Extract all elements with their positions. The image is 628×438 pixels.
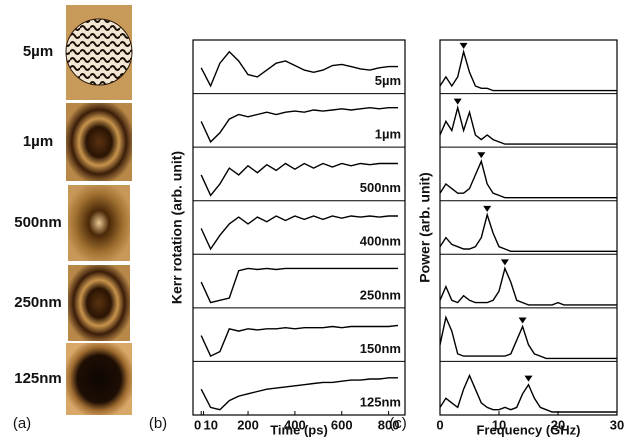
- panel-label: (b): [149, 415, 167, 432]
- trace: [200, 267, 398, 304]
- plot-frame: [439, 39, 618, 416]
- trace: [439, 315, 617, 360]
- trace: [439, 159, 617, 199]
- image: [65, 18, 133, 86]
- peak-marker: [500, 259, 509, 266]
- trace: [200, 106, 398, 144]
- x-tick-label: 800: [378, 417, 400, 432]
- panel-label: (a): [13, 415, 31, 432]
- trace: [200, 377, 398, 411]
- trace: [200, 215, 398, 251]
- peak-marker: [453, 98, 462, 105]
- y-axis-title: Kerr rotation (arb. unit): [169, 151, 185, 304]
- x-tick-label: 10: [492, 417, 506, 432]
- x-tick-label: 30: [610, 417, 624, 432]
- trace-label: 400nm: [360, 234, 401, 249]
- trace-label: 150nm: [360, 341, 401, 356]
- trace: [200, 162, 398, 197]
- image-label: 500nm: [14, 214, 62, 231]
- trace: [439, 373, 617, 413]
- image: [68, 265, 130, 341]
- image-label: 5µm: [23, 43, 53, 60]
- x-tick-label: 0: [436, 417, 443, 432]
- x-tick-label: 0: [194, 417, 201, 432]
- trace: [439, 212, 617, 252]
- peak-marker: [483, 205, 492, 212]
- image: [66, 103, 132, 181]
- x-axis-title: Frequency (GHz): [476, 422, 580, 437]
- trace-label: 125nm: [360, 394, 401, 409]
- peak-marker: [459, 42, 468, 49]
- image-label: 125nm: [14, 370, 62, 387]
- peak-marker: [477, 152, 486, 159]
- image: [66, 343, 132, 415]
- trace-label: 250nm: [360, 287, 401, 302]
- trace: [439, 104, 617, 145]
- x-tick-label: 600: [331, 417, 353, 432]
- panel-a-images: [65, 5, 133, 415]
- trace-label: 5µm: [375, 73, 401, 88]
- trace: [200, 50, 398, 88]
- x-axis-title: Time (ps): [270, 422, 328, 437]
- trace: [200, 324, 399, 358]
- plot-frame: [192, 39, 406, 416]
- y-axis-title: Power (arb. unit): [417, 172, 433, 282]
- x-tick-label: 20: [551, 417, 565, 432]
- image: [68, 185, 130, 261]
- trace-label: 500nm: [360, 180, 401, 195]
- x-tick-label: 200: [237, 417, 259, 432]
- peak-marker: [524, 375, 533, 382]
- panel-label: (c): [389, 415, 407, 432]
- image-label: 1µm: [23, 133, 53, 150]
- x-tick-label: 10: [204, 417, 218, 432]
- image-label: 250nm: [14, 294, 62, 311]
- x-tick-label: 400: [284, 417, 306, 432]
- peak-marker: [518, 317, 527, 324]
- trace-label: 1µm: [375, 127, 401, 142]
- trace: [439, 49, 617, 92]
- trace: [439, 266, 617, 306]
